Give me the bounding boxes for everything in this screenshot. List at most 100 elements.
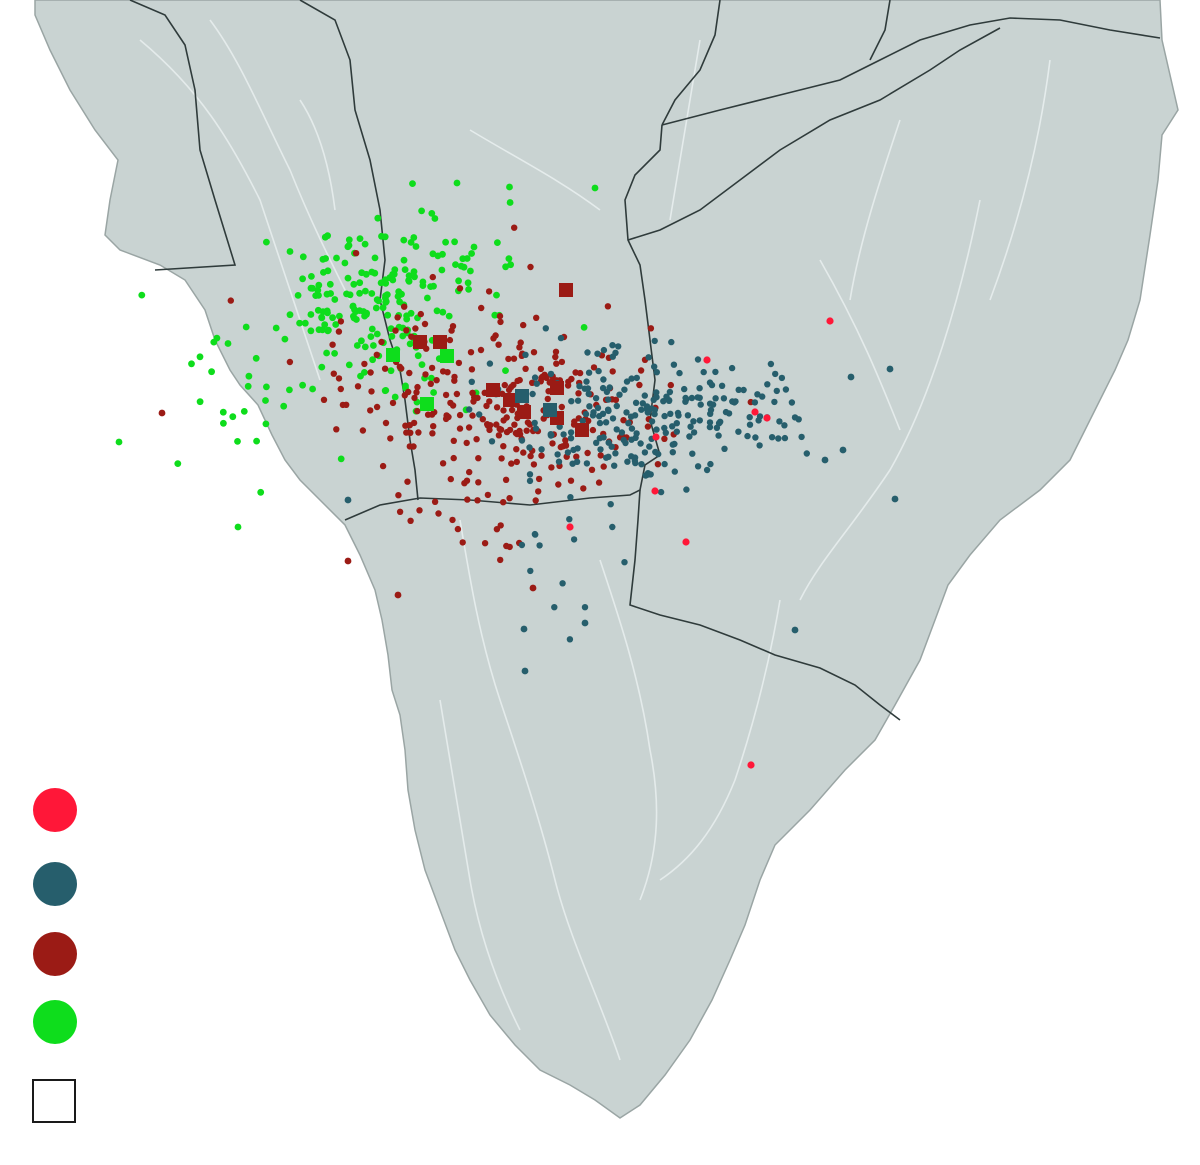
square-marker — [503, 393, 517, 407]
darkred-point — [413, 389, 420, 396]
teal-point — [782, 386, 790, 393]
darkred-point — [465, 424, 473, 431]
darkred-point — [585, 417, 592, 425]
green-point — [387, 367, 395, 375]
green-point — [438, 266, 446, 274]
teal-point — [661, 412, 668, 420]
darkred-point — [337, 385, 344, 393]
teal-point — [653, 426, 660, 433]
teal-point — [595, 367, 602, 375]
teal-point — [547, 370, 555, 378]
teal-point — [633, 374, 640, 382]
teal-point — [653, 369, 660, 376]
outlier-point — [453, 179, 461, 187]
green-point — [409, 180, 416, 188]
green-point — [452, 261, 459, 268]
green-point — [382, 294, 389, 302]
darkred-point — [403, 327, 410, 334]
darkred-point — [475, 455, 482, 462]
green-point — [362, 270, 370, 278]
teal-point — [683, 486, 690, 493]
green-point — [379, 304, 387, 312]
green-point — [318, 313, 325, 321]
green-point — [323, 349, 330, 357]
legend-swatch-darkred — [33, 932, 77, 976]
darkred-point — [511, 421, 518, 428]
teal-point — [612, 450, 619, 457]
teal-point — [673, 428, 680, 435]
darkred-point — [449, 402, 457, 409]
legend-swatch-green — [33, 1000, 77, 1044]
square-marker — [486, 383, 500, 397]
teal-point — [751, 399, 759, 406]
darkred-point — [580, 485, 587, 492]
teal-point — [642, 472, 649, 479]
green-point — [345, 361, 353, 369]
green-point — [299, 275, 306, 283]
green-point — [196, 353, 204, 361]
darkred-point — [552, 348, 560, 355]
darkred-point — [567, 477, 575, 484]
green-point — [362, 287, 369, 295]
teal-point — [592, 395, 600, 402]
outlier-point — [891, 495, 899, 503]
green-point — [431, 215, 439, 222]
darkred-point — [667, 381, 674, 389]
cluster-teal-points — [115, 179, 899, 675]
green-point — [394, 293, 402, 300]
darkred-point — [449, 516, 456, 524]
outlier-point — [234, 523, 242, 531]
teal-point — [526, 477, 534, 485]
teal-point — [661, 460, 668, 468]
darkred-point — [562, 437, 569, 444]
teal-point — [527, 567, 534, 575]
darkred-point — [329, 341, 336, 348]
green-point — [430, 389, 437, 396]
darkred-point — [481, 540, 489, 547]
green-point — [323, 290, 331, 298]
teal-point — [625, 420, 632, 427]
darkred-point — [427, 380, 434, 387]
green-point — [319, 255, 327, 263]
teal-point — [674, 409, 682, 417]
green-point — [356, 235, 364, 243]
teal-point — [772, 370, 779, 378]
teal-point — [637, 440, 644, 447]
teal-point — [631, 454, 639, 461]
green-point — [350, 280, 358, 288]
green-point — [460, 263, 468, 271]
green-point — [244, 382, 252, 390]
teal-point — [676, 369, 683, 377]
green-point — [455, 277, 462, 285]
green-point — [299, 253, 307, 261]
darkred-point — [516, 344, 523, 351]
teal-point — [690, 429, 698, 436]
green-point — [319, 308, 327, 316]
green-point — [357, 372, 364, 380]
darkred-point — [495, 432, 503, 439]
green-point — [405, 278, 413, 285]
teal-point — [556, 423, 563, 430]
teal-point — [583, 460, 591, 467]
darkred-point — [654, 461, 662, 468]
darkred-point — [422, 371, 429, 378]
darkred-point — [584, 449, 591, 457]
green-point — [331, 296, 339, 303]
teal-point — [586, 403, 593, 410]
green-point — [388, 332, 396, 340]
darkred-point — [450, 454, 457, 462]
red-point — [751, 408, 759, 416]
teal-point — [584, 385, 592, 392]
green-point — [401, 266, 409, 273]
teal-point — [671, 440, 678, 448]
teal-point — [735, 386, 742, 393]
darkred-point — [479, 416, 486, 423]
green-point — [309, 385, 316, 393]
teal-point — [670, 361, 678, 368]
teal-point — [712, 395, 719, 402]
darkred-point — [467, 349, 475, 356]
teal-point — [579, 417, 586, 425]
darkred-point — [514, 377, 521, 385]
darkred-point — [544, 395, 551, 403]
